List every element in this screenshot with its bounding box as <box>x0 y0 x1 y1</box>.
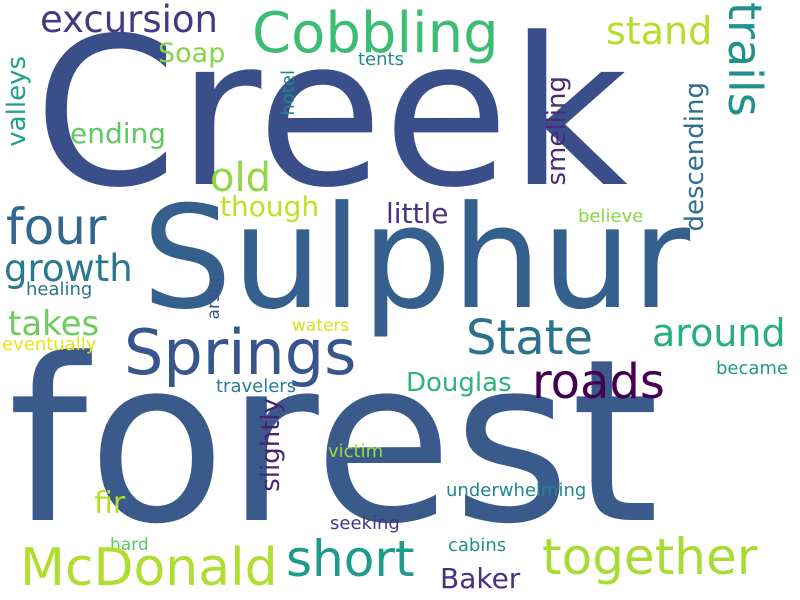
word-around: around <box>652 311 786 355</box>
word-became: became <box>716 358 789 379</box>
word-slightly: slightly <box>256 398 286 492</box>
word-healing: healing <box>26 279 93 300</box>
word-springs: Springs <box>124 316 357 389</box>
word-tents: tents <box>358 49 404 70</box>
word-ending: ending <box>70 117 167 150</box>
word-hard: hard <box>110 535 149 555</box>
word-soap: Soap <box>158 38 226 69</box>
word-cabins: cabins <box>448 535 507 556</box>
word-douglas: Douglas <box>406 368 512 398</box>
word-descending: descending <box>680 82 710 232</box>
word-hotel: hotel <box>278 70 299 116</box>
word-cobbling: Cobbling <box>252 1 499 66</box>
word-eventually: eventually <box>2 334 97 355</box>
word-waters: waters <box>292 316 350 336</box>
word-four: four <box>6 198 107 256</box>
word-though: though <box>220 190 320 223</box>
word-forest: forest <box>8 311 660 574</box>
word-believe: believe <box>578 206 644 227</box>
word-trails: trails <box>718 2 772 117</box>
word-creek: Creek <box>34 0 628 233</box>
word-smelling: smelling <box>542 76 572 186</box>
word-stand: stand <box>606 9 713 53</box>
word-seeking: seeking <box>330 513 400 534</box>
word-growth: growth <box>4 247 133 290</box>
word-mcdonald: McDonald <box>20 538 278 598</box>
word-old: old <box>210 155 271 201</box>
word-baker: Baker <box>440 562 521 595</box>
word-underwhelming: underwhelming <box>446 480 587 501</box>
word-roads: roads <box>532 354 665 410</box>
word-little: little <box>386 197 449 230</box>
word-valleys: valleys <box>2 56 32 147</box>
word-state: State <box>466 310 594 366</box>
word-excursion: excursion <box>40 0 219 41</box>
word-travelers: travelers <box>216 376 297 397</box>
word-arson: arson <box>204 272 224 320</box>
word-sulphur: Sulphur <box>142 176 691 341</box>
word-victim: victim <box>328 441 384 462</box>
word-takes: takes <box>8 304 100 344</box>
word-fir: fir <box>94 486 126 521</box>
word-together: together <box>542 528 758 586</box>
word-short: short <box>286 530 415 588</box>
